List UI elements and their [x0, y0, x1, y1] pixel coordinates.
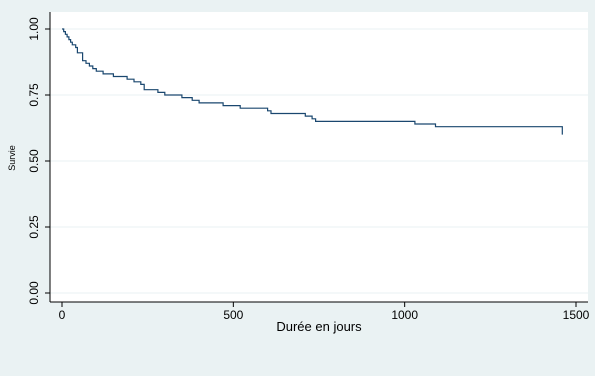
y-tick-label: 0.00	[27, 281, 41, 305]
gridlines	[50, 28, 588, 294]
y-tick-label: 0.75	[27, 83, 41, 107]
x-tick-label: 1000	[391, 308, 418, 322]
y-tick-label: 1.00	[27, 17, 41, 41]
x-tick-label: 1500	[563, 308, 590, 322]
plot-area	[50, 12, 588, 302]
survival-curve-line	[62, 28, 563, 135]
x-tick-label: 500	[223, 308, 243, 322]
axes	[49, 12, 588, 303]
x-tick-label: 0	[59, 308, 66, 322]
tick-marks: 0.00 0.25 0.50 0.75 1.00 0 500 1000 1500	[27, 17, 590, 322]
series-layer	[62, 28, 563, 135]
y-tick-label: 0.50	[27, 149, 41, 173]
x-axis-title: Durée en jours	[276, 319, 362, 334]
y-axis-title: Survie	[7, 145, 17, 171]
y-tick-label: 0.25	[27, 215, 41, 239]
